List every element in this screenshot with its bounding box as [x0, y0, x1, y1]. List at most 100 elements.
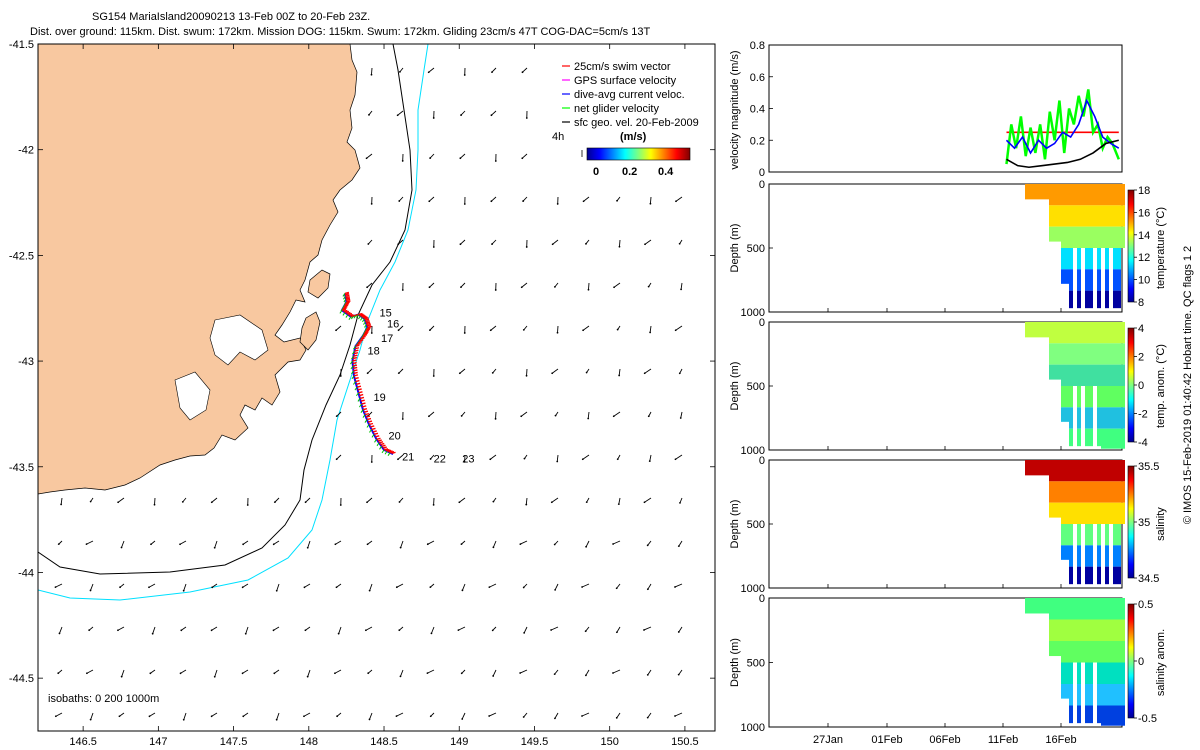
map-xtick-label: 149.5: [521, 736, 549, 748]
temperature-cell: [1093, 226, 1097, 248]
vector-arrow: [214, 540, 218, 548]
vector-arrow-head: [429, 157, 432, 159]
vector-arrow-head: [585, 371, 588, 374]
temperature-cell: [1089, 205, 1093, 227]
swim-vector: [362, 408, 368, 411]
temp-anomaly-cell: [1113, 428, 1117, 449]
vector-arrow-head: [494, 417, 497, 420]
vector-arrow-head: [585, 674, 587, 677]
vector-arrow-head: [556, 331, 559, 334]
temp-anomaly-cell: [1065, 407, 1069, 422]
vector-arrow-head: [522, 200, 525, 202]
swim-vector: [353, 351, 359, 355]
salinity-cell: [1069, 524, 1073, 546]
temperature-cell: [1097, 184, 1101, 206]
vector-arrow: [458, 626, 466, 631]
vector-arrow: [428, 411, 435, 417]
salinity-cell: [1105, 481, 1109, 503]
vector-arrow: [304, 583, 311, 588]
temperature-cell: [1097, 226, 1101, 248]
vector-arrow-head: [246, 504, 249, 506]
vector-arrow: [366, 497, 373, 503]
vector-arrow-head: [488, 586, 491, 589]
vector-arrow-head: [581, 586, 584, 588]
temp-anomaly-colorbar: [1127, 327, 1135, 443]
salinity-anomaly-cell: [1109, 705, 1113, 726]
temp-anomaly-cell: [1097, 386, 1101, 408]
temperature-cell: [1069, 290, 1073, 309]
legend-net: net glider velocity: [574, 103, 659, 115]
vector-arrow-head: [463, 332, 466, 334]
salinity-cell: [1029, 460, 1033, 476]
temperature-cell: [1093, 184, 1097, 206]
salinity-cell: [1097, 502, 1101, 524]
salinity-cell: [1105, 545, 1109, 567]
net-vector: [351, 315, 354, 320]
salinity-cell: [1053, 460, 1057, 482]
vector-arrow: [491, 239, 497, 245]
salinity-anomaly-cell: [1061, 619, 1065, 641]
swim-vector: [364, 412, 370, 416]
vector-arrow-head: [399, 675, 402, 678]
vector-arrow: [460, 110, 466, 116]
swim-vector: [359, 313, 364, 316]
vector-arrow-head: [615, 587, 618, 590]
vector-arrow-head: [428, 415, 430, 418]
swim-vector: [366, 326, 371, 330]
salinity-anomaly-cell: [1069, 662, 1073, 684]
vector-arrow-head: [179, 543, 181, 546]
vector-arrow-head: [117, 501, 120, 504]
temperature-cell: [1105, 248, 1109, 270]
temp-anomaly-cell: [1097, 428, 1101, 447]
day-label: 16: [387, 318, 399, 330]
salinity-cb-label: 35.5: [1138, 461, 1159, 473]
swim-vector: [359, 339, 364, 342]
vector-arrow: [397, 110, 404, 116]
salinity-anomaly-cell: [1069, 705, 1073, 724]
vector-arrow-head: [397, 243, 400, 246]
vector-arrow-head: [58, 632, 61, 635]
vector-arrow-head: [553, 543, 556, 546]
time-axis: 27Jan 01Feb 06Feb 11Feb 16Feb: [813, 734, 1077, 746]
vector-arrow-head: [617, 503, 620, 506]
salinity-cell: [1121, 481, 1125, 503]
vector-arrow: [519, 669, 528, 674]
legend-cb-04: 0.4: [658, 166, 674, 178]
legend-scale-label: 4h: [552, 131, 564, 143]
vector-arrow: [491, 110, 497, 116]
vector-arrow-head: [273, 672, 276, 675]
net-vector: [351, 370, 354, 375]
vector-arrow-head: [57, 672, 60, 675]
salinity-anomaly-cell: [1105, 641, 1109, 663]
salinity-anomaly-cell: [1065, 641, 1069, 663]
temp-anomaly-cell: [1061, 407, 1065, 422]
salinity-anomaly-cell: [1053, 619, 1057, 641]
salinity-anomaly-cb-label: 0.5: [1138, 599, 1153, 611]
vector-arrow-head: [585, 501, 588, 503]
salinity-cell: [1085, 566, 1089, 585]
vector-arrow-head: [367, 672, 370, 675]
vector-arrow: [680, 282, 683, 290]
salinity-anomaly-cell: [1065, 598, 1069, 620]
salinity-anomaly-cell: [1073, 619, 1077, 641]
swim-vector: [360, 337, 365, 340]
bay-water: [209, 314, 269, 366]
vector-arrow: [334, 669, 342, 674]
salinity-cell: [1117, 566, 1121, 585]
temp-anomaly-cell: [1061, 364, 1065, 386]
vector-arrow: [585, 669, 590, 676]
temp-anomaly-cell: [1085, 428, 1089, 447]
salinity-anomaly-cell: [1065, 662, 1069, 684]
vector-arrow-head: [401, 289, 404, 291]
vector-arrow: [336, 411, 342, 417]
vector-arrow-head: [550, 629, 553, 631]
salinity-cell: [1061, 481, 1065, 503]
vector-arrow-head: [587, 417, 590, 420]
vector-arrow: [274, 669, 280, 674]
vector-arrow: [616, 712, 621, 719]
vector-arrow: [582, 454, 590, 460]
salinity-cell: [1065, 460, 1069, 482]
net-vector: [362, 414, 366, 418]
net-vector: [387, 452, 391, 456]
swim-vector: [345, 294, 350, 297]
